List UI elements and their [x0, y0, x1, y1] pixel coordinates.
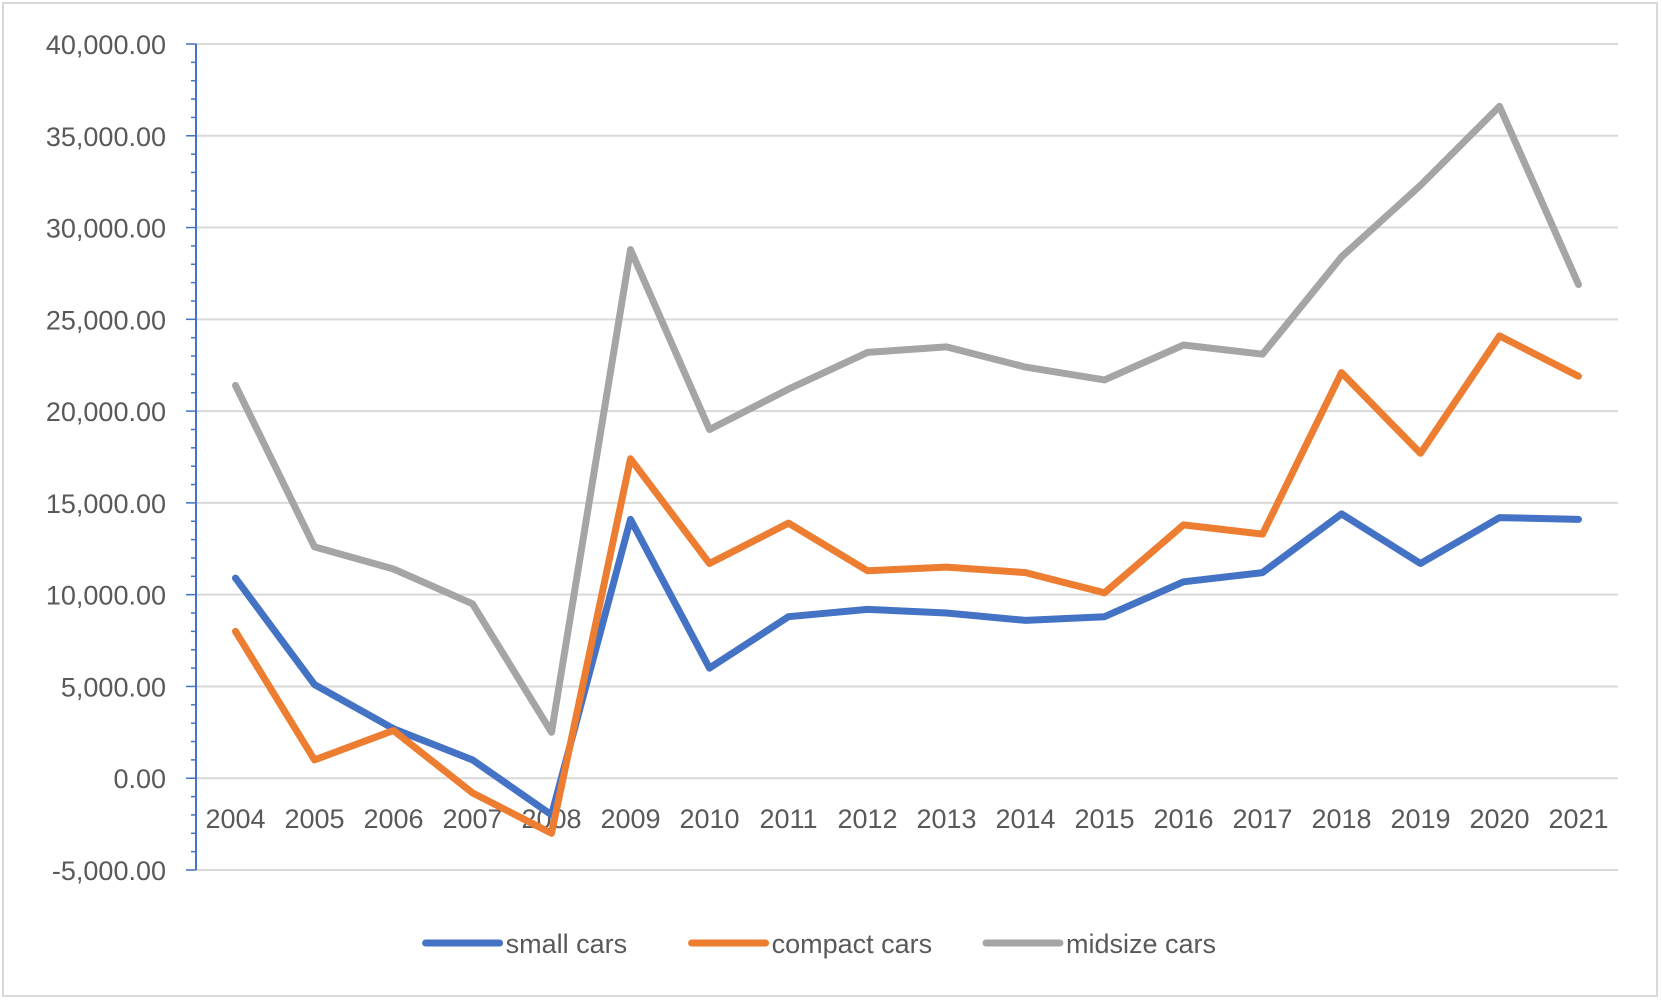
x-tick-label: 2020 [1469, 804, 1529, 834]
y-tick-label: 15,000.00 [46, 489, 166, 519]
legend-item-compact-cars: compact cars [688, 929, 933, 959]
x-tick-label: 2013 [916, 804, 976, 834]
x-tick-label: 2010 [679, 804, 739, 834]
y-tick-label: 20,000.00 [46, 397, 166, 427]
series-line-small-cars [232, 510, 1582, 819]
y-tick-label: 30,000.00 [46, 214, 166, 244]
legend-label: midsize cars [1066, 929, 1216, 959]
gridlines [196, 43, 1618, 871]
y-tick-label: 0.00 [113, 764, 166, 794]
x-tick-label: 2006 [363, 804, 423, 834]
x-axis-tick-labels: 2004 2005 2006 2007 2008 2009 2010 2011 2012 2013… [205, 804, 1608, 834]
series-line-compact-cars [232, 332, 1582, 837]
y-tick-label: 25,000.00 [46, 305, 166, 335]
y-tick-label: 35,000.00 [46, 122, 166, 152]
x-tick-label: 2021 [1548, 804, 1608, 834]
x-tick-label: 2015 [1074, 804, 1134, 834]
x-tick-label: 2014 [995, 804, 1055, 834]
x-tick-label: 2016 [1153, 804, 1213, 834]
x-tick-label: 2004 [205, 804, 265, 834]
y-tick-label: 10,000.00 [46, 581, 166, 611]
x-tick-label: 2007 [442, 804, 502, 834]
x-tick-label: 2012 [837, 804, 897, 834]
y-tick-label: 40,000.00 [46, 30, 166, 60]
y-axis-tick-labels: 40,000.00 35,000.00 30,000.00 25,000.00 20,0… [46, 30, 166, 886]
legend-item-midsize-cars: midsize cars [982, 929, 1216, 959]
x-tick-label: 2011 [759, 804, 817, 834]
x-tick-label: 2017 [1232, 804, 1292, 834]
y-axis [186, 43, 197, 871]
x-tick-label: 2018 [1311, 804, 1371, 834]
x-tick-label: 2009 [600, 804, 660, 834]
legend-label: compact cars [772, 929, 933, 959]
series-line-midsize-cars [232, 102, 1582, 736]
series-lines [232, 102, 1582, 837]
x-tick-label: 2005 [284, 804, 344, 834]
y-tick-label: 5,000.00 [61, 672, 166, 702]
legend-label: small cars [506, 929, 628, 959]
x-tick-label: 2019 [1390, 804, 1450, 834]
y-tick-label: -5,000.00 [52, 856, 166, 886]
legend: small cars compact cars midsize cars [422, 929, 1216, 959]
legend-item-small-cars: small cars [422, 929, 628, 959]
